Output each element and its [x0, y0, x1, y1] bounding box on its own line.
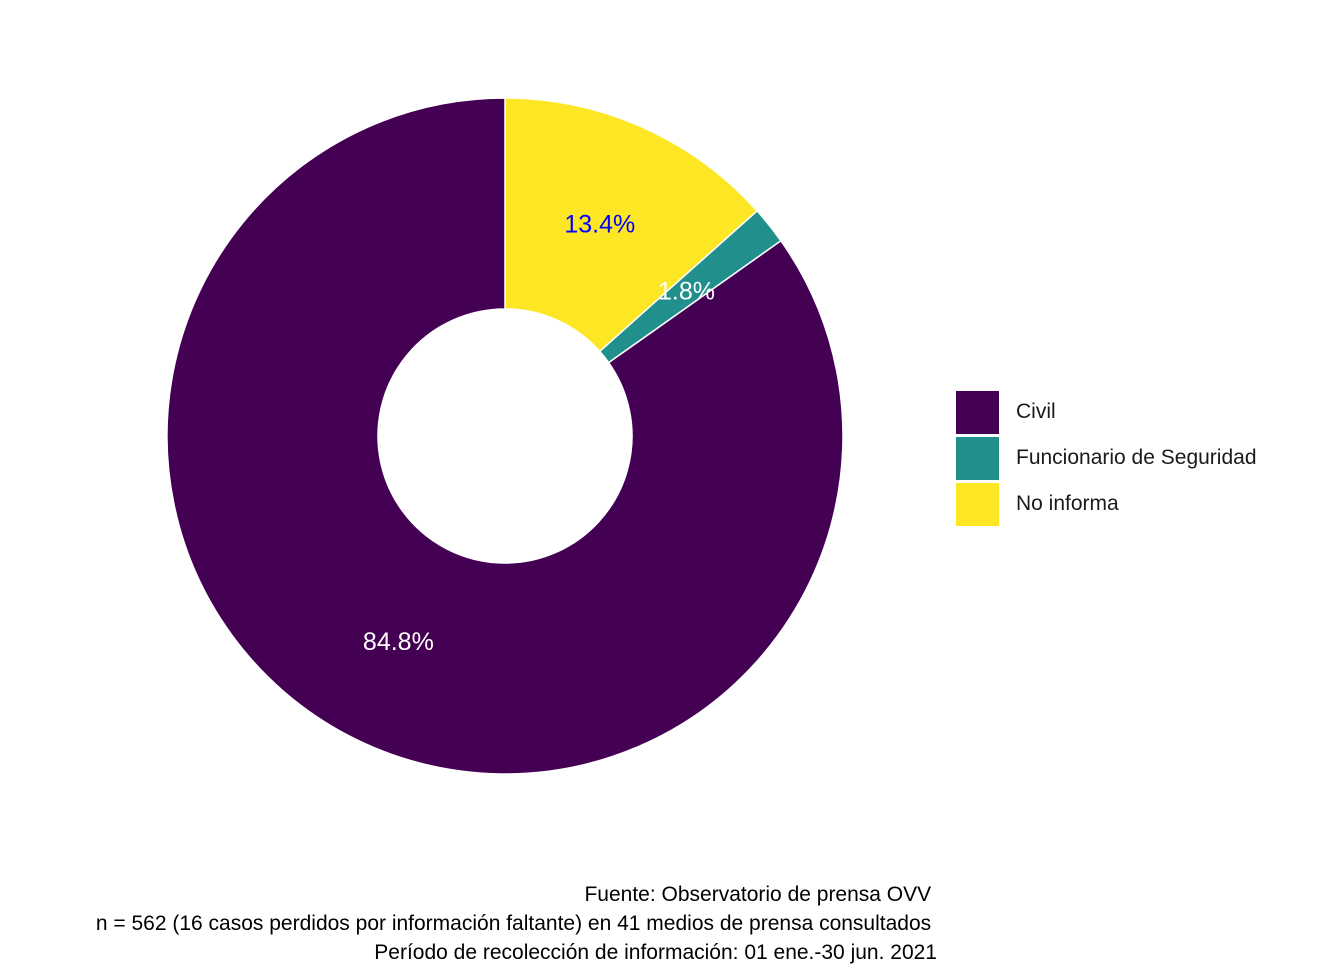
- legend: Civil Funcionario de Seguridad No inform…: [956, 389, 1316, 527]
- slice-no-informa: [504, 97, 759, 353]
- caption: Fuente: Observatorio de prensa OVV n = 5…: [96, 880, 937, 967]
- legend-key-no-informa: [956, 482, 999, 526]
- donut-slice-labels: 13.4% 1.8% 84.8%: [363, 210, 715, 656]
- legend-label-civil: Civil: [1016, 400, 1056, 423]
- legend-label-no-informa: No informa: [1016, 492, 1119, 515]
- caption-source: Fuente: Observatorio de prensa OVV: [584, 883, 937, 906]
- slice-civil: [166, 97, 844, 775]
- caption-period: Período de recolección de información: 0…: [374, 941, 937, 964]
- legend-item-funcionario-de-seguridad: Funcionario de Seguridad: [956, 435, 1316, 481]
- slice-label-funcionario-de-seguridad: 1.8%: [658, 278, 715, 306]
- legend-key-civil: [956, 390, 999, 434]
- legend-item-civil: Civil: [956, 389, 1316, 435]
- slice-label-no-informa: 13.4%: [564, 210, 635, 238]
- legend-key-funcionario-de-seguridad: [956, 436, 999, 480]
- donut-slices: [166, 97, 844, 775]
- legend-item-no-informa: No informa: [956, 481, 1316, 527]
- caption-sample: n = 562 (16 casos perdidos por informaci…: [95, 912, 937, 935]
- slice-label-civil: 84.8%: [363, 628, 434, 656]
- legend-label-funcionario-de-seguridad: Funcionario de Seguridad: [1016, 446, 1257, 469]
